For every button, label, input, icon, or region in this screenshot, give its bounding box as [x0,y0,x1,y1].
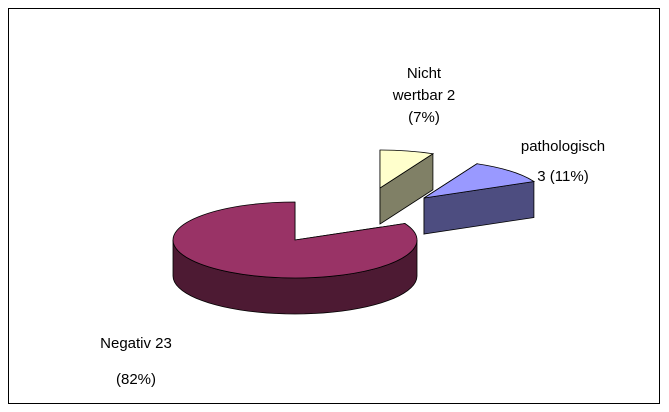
frame [8,8,660,404]
category-label: pathologisch [520,138,606,155]
category-label: Negativ [100,335,151,352]
slice-top [172,201,418,279]
value-label: 2 (7%) [408,87,456,126]
value-label: 3 (11%) [537,168,589,185]
slice-top [423,163,536,199]
category-label: Nicht wertbar [392,65,443,104]
data-label: Negativ 23 (82%) [86,326,186,398]
data-label: pathologisch 3 (11%) [517,132,609,192]
data-label: Nicht wertbar 2 (7%) [382,63,466,129]
value-label: 23 (82%) [115,335,172,388]
slice-top [379,149,435,189]
